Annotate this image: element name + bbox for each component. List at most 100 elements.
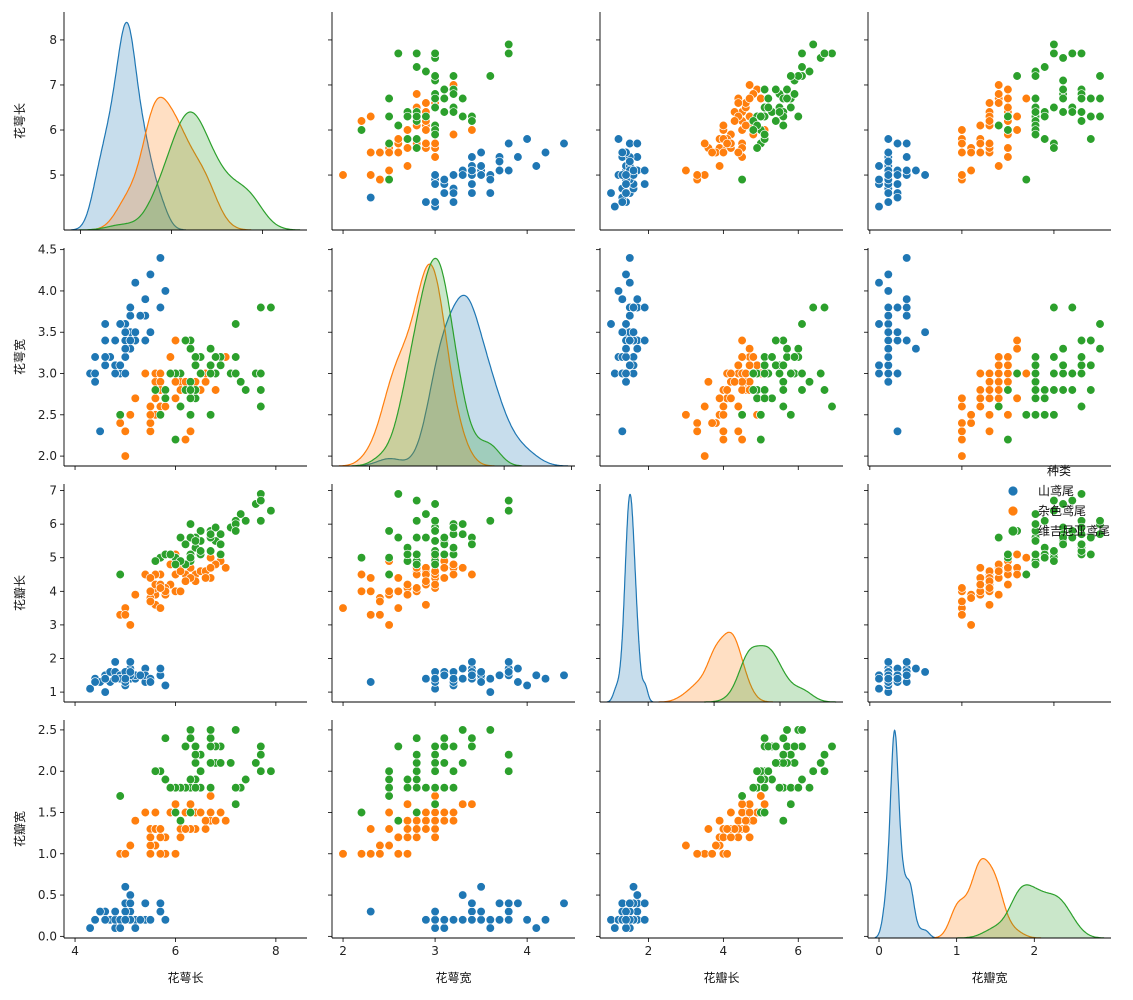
scatter-point-versicolor [1012, 335, 1022, 346]
scatter-point-setosa [485, 687, 495, 697]
scatter-point-versicolor [356, 849, 367, 859]
scatter-point-virginica [789, 741, 800, 752]
y-axis-label-petal-width: 花瓣宽 [12, 811, 27, 847]
scatter-point-virginica [421, 532, 431, 543]
scatter-point-virginica [808, 39, 818, 50]
scatter-point-virginica [266, 506, 276, 516]
scatter-point-virginica [180, 741, 191, 752]
scatter-point-virginica [1049, 39, 1059, 50]
scatter-point-versicolor [421, 576, 431, 586]
scatter-point-setosa [140, 294, 150, 304]
scatter-point-setosa [902, 657, 912, 667]
scatter-point-setosa [625, 156, 635, 167]
scatter-point-setosa [115, 923, 125, 933]
kde-area-versicolor [658, 632, 773, 702]
scatter-point-virginica [430, 102, 440, 113]
scatter-point-versicolor [718, 434, 729, 445]
scatter-point-virginica [256, 495, 266, 506]
scatter-point-virginica [115, 569, 125, 580]
scatter-point-versicolor [210, 816, 221, 826]
scatter-point-virginica [759, 84, 770, 95]
scatter-point-virginica [231, 352, 241, 362]
scatter-point-versicolor [1021, 368, 1031, 379]
scatter-point-versicolor [402, 799, 413, 809]
scatter-point-versicolor [994, 98, 1004, 108]
scatter-point-setosa [494, 670, 505, 680]
scatter-point-versicolor [994, 352, 1004, 362]
y-tick-label: 3.0 [38, 367, 57, 381]
scatter-point-setosa [625, 360, 635, 370]
scatter-point-setosa [110, 657, 120, 667]
kde-area-versicolor [87, 97, 252, 230]
scatter-point-virginica [786, 799, 796, 809]
scatter-point-versicolor [984, 138, 995, 149]
scatter-point-virginica [1030, 410, 1041, 420]
panel-sepal-length-vs-petal-width [864, 12, 1111, 234]
scatter-point-setosa [120, 882, 130, 892]
scatter-point-virginica [774, 107, 785, 117]
scatter-point-versicolor [125, 620, 135, 630]
scatter-point-setosa [640, 179, 650, 189]
scatter-point-setosa [95, 426, 105, 436]
scatter-point-setosa [120, 344, 130, 354]
panel-sepal-length-vs-sepal-length: 5 6 7 8 [49, 12, 307, 234]
scatter-point-setosa [628, 302, 639, 313]
scatter-point-virginica [195, 526, 206, 536]
kde-area-setosa [606, 494, 654, 702]
scatter-point-virginica [180, 539, 191, 549]
scatter-point-virginica [430, 766, 440, 776]
scatter-point-versicolor [412, 89, 422, 99]
scatter-point-setosa [522, 915, 532, 925]
scatter-point-setosa [632, 890, 642, 900]
scatter-point-setosa [421, 197, 431, 207]
scatter-point-virginica [1086, 360, 1096, 370]
scatter-point-virginica [1095, 93, 1105, 104]
scatter-point-virginica [190, 758, 201, 768]
scatter-point-setosa [892, 674, 903, 684]
scatter-point-versicolor [707, 849, 717, 859]
scatter-point-setosa [874, 684, 884, 694]
scatter-point-setosa [160, 915, 171, 925]
scatter-point-virginica [402, 549, 413, 560]
scatter-point-virginica [439, 741, 449, 752]
scatter-point-setosa [467, 915, 477, 925]
scatter-point-versicolor [703, 824, 714, 834]
scatter-point-versicolor [120, 426, 130, 436]
y-tick-label: 2.5 [38, 408, 57, 422]
scatter-point-setosa [883, 674, 893, 684]
scatter-point-virginica [1058, 539, 1068, 549]
scatter-point-versicolor [375, 610, 385, 620]
scatter-point-versicolor [966, 165, 976, 176]
scatter-point-setosa [883, 360, 893, 370]
scatter-point-versicolor [984, 385, 995, 395]
scatter-point-virginica [1058, 344, 1068, 354]
scatter-point-versicolor [366, 573, 376, 583]
scatter-point-virginica [448, 522, 459, 533]
scatter-point-virginica [485, 725, 495, 735]
scatter-point-versicolor [975, 138, 985, 149]
x-tick-label: 3 [431, 944, 439, 958]
scatter-point-virginica [804, 66, 815, 77]
scatter-point-setosa [628, 327, 639, 337]
scatter-point-virginica [241, 516, 251, 526]
scatter-point-setosa [621, 923, 631, 933]
scatter-point-setosa [559, 898, 569, 908]
scatter-point-virginica [412, 783, 422, 793]
scatter-point-versicolor [145, 586, 156, 596]
scatter-point-versicolor [467, 125, 477, 135]
scatter-point-versicolor [703, 377, 714, 387]
scatter-point-setosa [621, 377, 631, 387]
scatter-point-virginica [756, 774, 766, 785]
scatter-point-setosa [892, 335, 903, 346]
scatter-point-virginica [430, 499, 440, 509]
scatter-point-virginica [771, 741, 781, 752]
scatter-point-virginica [1030, 536, 1041, 546]
x-tick-label: 6 [172, 944, 180, 958]
scatter-point-setosa [85, 684, 95, 694]
scatter-point-setosa [504, 657, 514, 667]
scatter-point-virginica [504, 39, 514, 50]
scatter-point-setosa [125, 302, 135, 313]
scatter-point-setosa [135, 915, 145, 925]
scatter-point-virginica [251, 758, 261, 768]
scatter-point-setosa [476, 667, 486, 677]
